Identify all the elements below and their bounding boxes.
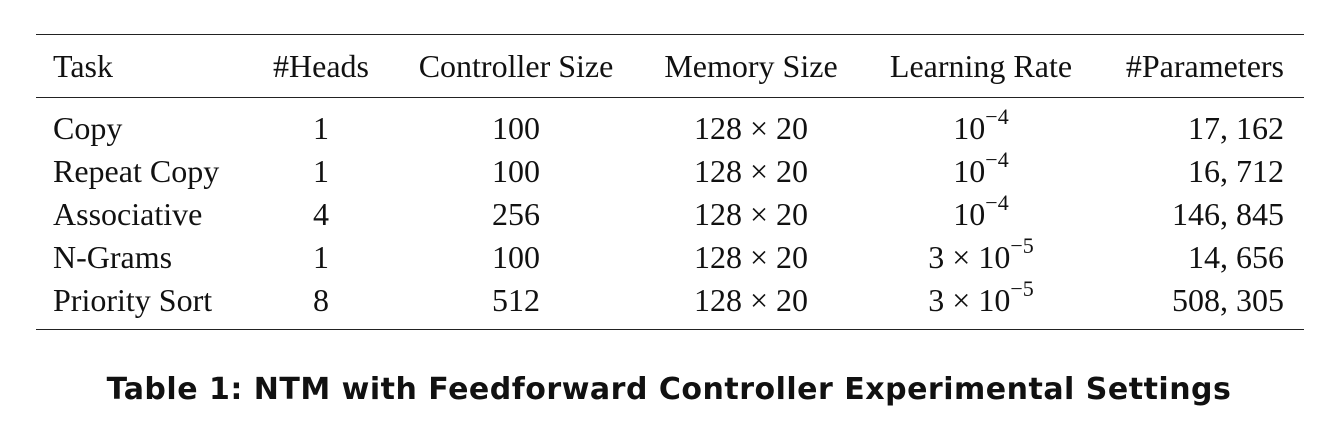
cell-controller-size: 512 (492, 281, 540, 318)
table-row: Copy 1 100 128 × 20 10−4 17, 162 (36, 98, 1304, 150)
cell-task: N-Grams (53, 238, 173, 275)
lr-exponent: −4 (985, 103, 1009, 129)
header-heads: #Heads (273, 48, 369, 84)
header-row: Task #Heads Controller Size Memory Size … (36, 34, 1304, 98)
lr-base: 3 × 10 (928, 238, 1011, 275)
cell-parameters: 17, 162 (1188, 109, 1284, 146)
cell-task: Copy (53, 109, 123, 146)
cell-controller-size: 100 (492, 109, 540, 146)
cell-heads: 1 (313, 109, 329, 146)
table-caption: Table 1: NTM with Feedforward Controller… (106, 372, 1232, 407)
header-task: Task (53, 48, 113, 84)
table-row: Associative 4 256 128 × 20 10−4 146, 845 (36, 189, 1304, 235)
table-row: N-Grams 1 100 128 × 20 3 × 10−5 14, 656 (36, 232, 1304, 278)
lr-exponent: −5 (1010, 232, 1034, 258)
cell-controller-size: 100 (492, 238, 540, 275)
settings-table: Task #Heads Controller Size Memory Size … (36, 34, 1304, 330)
cell-heads: 1 (313, 238, 329, 275)
cell-learning-rate: 10−4 (866, 98, 1096, 150)
cell-learning-rate: 10−4 (866, 146, 1096, 192)
cell-memory-size: 128 × 20 (693, 238, 809, 275)
lr-base: 10 (953, 195, 986, 232)
cell-task: Repeat Copy (53, 152, 220, 189)
settings-table-container: Task #Heads Controller Size Memory Size … (36, 34, 1304, 330)
table-header: Task #Heads Controller Size Memory Size … (36, 34, 1304, 98)
cell-task: Priority Sort (53, 281, 213, 318)
table-body: Copy 1 100 128 × 20 10−4 17, 162 Repeat … (36, 98, 1304, 330)
cell-parameters: 16, 712 (1188, 152, 1284, 189)
table-row: Priority Sort 8 512 128 × 20 3 × 10−5 50… (36, 275, 1304, 330)
cell-heads: 4 (313, 195, 329, 232)
cell-parameters: 14, 656 (1188, 238, 1284, 275)
lr-exponent: −4 (985, 146, 1009, 172)
cell-controller-size: 100 (492, 152, 540, 189)
lr-exponent: −5 (1010, 275, 1034, 301)
cell-learning-rate: 3 × 10−5 (866, 232, 1096, 278)
cell-parameters: 508, 305 (1172, 281, 1284, 318)
cell-heads: 1 (313, 152, 329, 189)
table-row: Repeat Copy 1 100 128 × 20 10−4 16, 712 (36, 146, 1304, 192)
cell-memory-size: 128 × 20 (693, 195, 809, 232)
header-parameters: #Parameters (1125, 48, 1284, 84)
cell-heads: 8 (313, 281, 329, 318)
cell-memory-size: 128 × 20 (693, 281, 809, 318)
cell-memory-size: 128 × 20 (693, 152, 809, 189)
lr-base: 10 (953, 152, 986, 189)
lr-base: 3 × 10 (928, 281, 1011, 318)
cell-task: Associative (53, 195, 203, 232)
header-memory-size: Memory Size (664, 48, 838, 84)
lr-base: 10 (953, 109, 986, 146)
cell-learning-rate: 3 × 10−5 (866, 275, 1096, 330)
header-learning-rate: Learning Rate (889, 48, 1073, 84)
lr-exponent: −4 (985, 189, 1009, 215)
cell-controller-size: 256 (492, 195, 540, 232)
header-controller-size: Controller Size (418, 48, 614, 84)
cell-memory-size: 128 × 20 (693, 109, 809, 146)
cell-learning-rate: 10−4 (866, 189, 1096, 235)
cell-parameters: 146, 845 (1172, 195, 1284, 232)
